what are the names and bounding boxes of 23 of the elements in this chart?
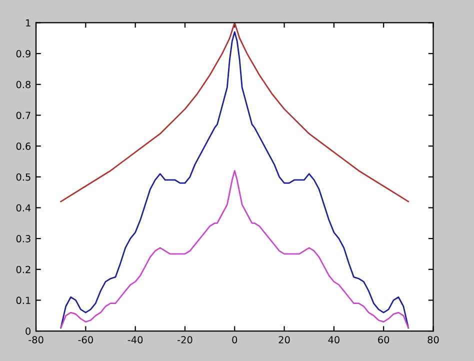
line-series <box>60 22 410 202</box>
x-tick-label: -40 <box>128 336 143 344</box>
x-tick-label: 20 <box>278 336 290 344</box>
y-tick-label: 0.5 <box>16 173 30 181</box>
y-tick-label: 0.7 <box>16 112 30 120</box>
x-tick-label: 60 <box>378 336 390 344</box>
y-tick-label: 0.8 <box>16 80 30 88</box>
line-series <box>60 170 410 329</box>
x-tick-label: 0 <box>232 336 238 344</box>
line-series <box>60 31 410 329</box>
x-tick-label: -20 <box>178 336 192 344</box>
y-tick-label: 1 <box>26 19 30 26</box>
x-tick-label: 80 <box>428 336 439 344</box>
x-tick-label: 40 <box>328 336 340 344</box>
x-tick-label: -60 <box>78 336 93 344</box>
y-tick-label: 0.2 <box>16 266 30 274</box>
y-tick-label: 0.9 <box>16 50 30 58</box>
y-tick-label: 0.6 <box>16 142 31 150</box>
y-tick-label: 0.1 <box>16 296 30 304</box>
y-tick-label: 0.3 <box>16 235 30 242</box>
y-tick-label: 0.4 <box>16 204 31 212</box>
y-tick-label: 0 <box>26 328 31 335</box>
x-tick-label: -80 <box>28 336 44 344</box>
